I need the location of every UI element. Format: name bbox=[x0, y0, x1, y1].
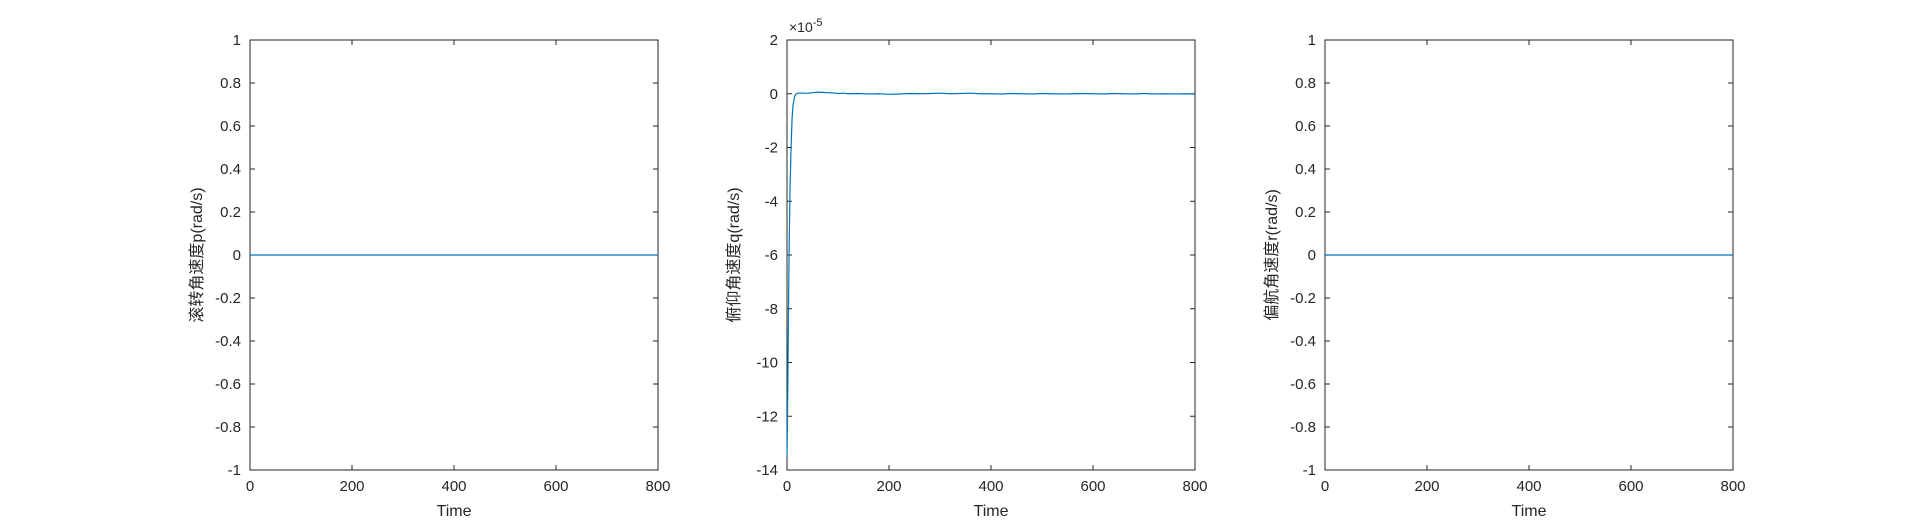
y-tick-label: -4 bbox=[765, 193, 778, 210]
x-tick-label: 200 bbox=[876, 478, 901, 495]
x-tick-label: 400 bbox=[1516, 478, 1541, 495]
y-tick-label: 0.8 bbox=[1295, 75, 1316, 92]
x-tick-label: 0 bbox=[783, 478, 791, 495]
y-tick-label: -14 bbox=[756, 462, 778, 479]
x-tick-label: 400 bbox=[441, 478, 466, 495]
x-tick-label: 0 bbox=[1321, 478, 1329, 495]
x-tick-label: 200 bbox=[1414, 478, 1439, 495]
y-tick-label: 0.6 bbox=[1295, 118, 1316, 135]
x-tick-label: 200 bbox=[339, 478, 364, 495]
x-tick-label: 800 bbox=[645, 478, 670, 495]
subplot-1: 0 200 400 600 800 -1 -0.8 -0.6 -0.4 -0.2 0 0.2 0.4 0.… bbox=[188, 32, 671, 520]
x-tick-label: 600 bbox=[1618, 478, 1643, 495]
y-tick-label: -6 bbox=[765, 247, 778, 264]
y-tick-label: -0.4 bbox=[215, 333, 241, 350]
x-axis-label: Time bbox=[974, 503, 1009, 520]
y-tick-label: 0.2 bbox=[1295, 204, 1316, 221]
y-tick-label: -0.8 bbox=[215, 419, 241, 436]
y-tick-label: -1 bbox=[1303, 462, 1316, 479]
y-tick-label: 0 bbox=[770, 86, 778, 103]
y-tick-label: 0.2 bbox=[220, 204, 241, 221]
subplot-2: 0 200 400 600 800 -14 -12 -10 -8 -6 -4 -2 0 2 ×10-5 Tim… bbox=[725, 17, 1208, 520]
y-axis-label: 偏航角速度r(rad/s) bbox=[1263, 189, 1281, 321]
y-tick-label: 2 bbox=[770, 32, 778, 49]
y-tick-label: -8 bbox=[765, 301, 778, 318]
x-tick-label: 800 bbox=[1720, 478, 1745, 495]
y-axis-label: 滚转角速度p(rad/s) bbox=[188, 187, 206, 322]
x-tick-label: 0 bbox=[246, 478, 254, 495]
subplot-3: 0 200 400 600 800 -1 -0.8 -0.6 -0.4 -0.2 0 0.2 0.4 0.… bbox=[1263, 32, 1746, 520]
y-tick-label: 0.6 bbox=[220, 118, 241, 135]
y-tick-label: 1 bbox=[1308, 32, 1316, 49]
x-tick-label: 800 bbox=[1182, 478, 1207, 495]
y-tick-label: -0.8 bbox=[1290, 419, 1316, 436]
y-tick-label: -12 bbox=[756, 408, 778, 425]
series-line-1 bbox=[786, 91, 1196, 457]
y-tick-label: -0.6 bbox=[1290, 376, 1316, 393]
y-tick-label: 0.4 bbox=[1295, 161, 1316, 178]
x-axis-label: Time bbox=[1512, 503, 1547, 520]
y-tick-label: -0.6 bbox=[215, 376, 241, 393]
y-tick-label: -0.2 bbox=[1290, 290, 1316, 307]
y-tick-label: 0.4 bbox=[220, 161, 241, 178]
x-axis-label: Time bbox=[437, 503, 472, 520]
y-tick-label: -0.2 bbox=[215, 290, 241, 307]
y-axis-label: 俯仰角速度q(rad/s) bbox=[725, 187, 743, 322]
y-tick-label: 1 bbox=[233, 32, 241, 49]
y-exponent-label: ×10-5 bbox=[789, 17, 823, 35]
y-tick-label: 0 bbox=[233, 247, 241, 264]
y-tick-label: -2 bbox=[765, 140, 778, 157]
y-tick-label: -1 bbox=[228, 462, 241, 479]
x-tick-label: 600 bbox=[1080, 478, 1105, 495]
y-tick-label: -10 bbox=[756, 355, 778, 372]
y-tick-label: 0.8 bbox=[220, 75, 241, 92]
y-tick-label: 0 bbox=[1308, 247, 1316, 264]
y-tick-label: -0.4 bbox=[1290, 333, 1316, 350]
x-tick-label: 400 bbox=[978, 478, 1003, 495]
axes-box bbox=[786, 39, 1196, 471]
x-tick-label: 600 bbox=[543, 478, 568, 495]
